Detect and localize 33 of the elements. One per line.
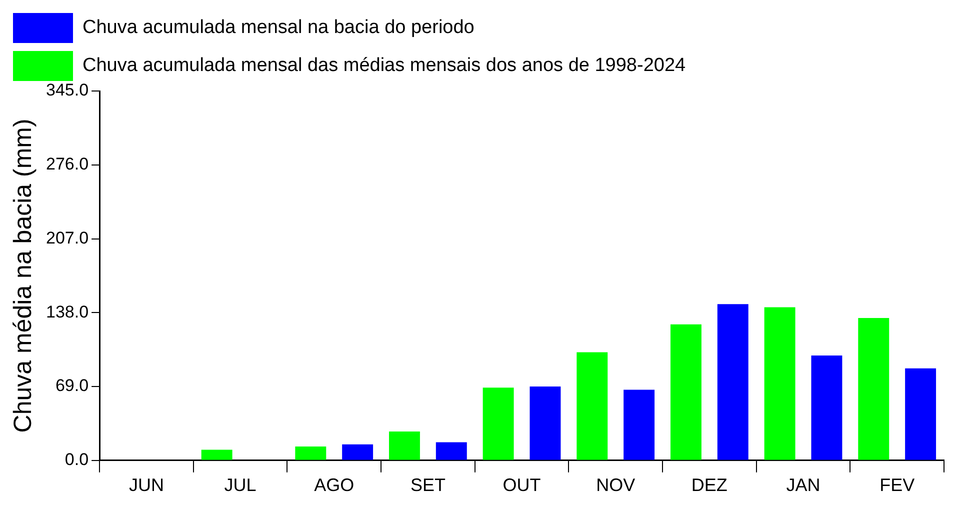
y-tick-label: 276.0 (46, 154, 89, 174)
y-tick-label: 207.0 (46, 228, 89, 248)
bar (201, 450, 232, 460)
bar (811, 355, 842, 460)
bar (905, 368, 936, 460)
bar (858, 318, 890, 460)
bar (482, 388, 514, 460)
x-tick-label: NOV (596, 475, 636, 496)
y-tick-label: 345.0 (46, 80, 89, 100)
bar (295, 446, 326, 460)
y-tick-label: 69.0 (55, 376, 89, 396)
bar (576, 352, 608, 460)
bar (624, 390, 655, 460)
bar (670, 324, 702, 460)
bar (530, 386, 561, 460)
bar (764, 307, 796, 460)
x-tick-label: OUT (502, 475, 541, 496)
y-tick-label: 138.0 (46, 302, 89, 322)
x-tick-label: JUL (224, 475, 256, 496)
legend-label: Chuva acumulada mensal das médias mensais dos anos de 1998-2024 (82, 55, 686, 76)
y-axis-title: Chuva média na bacia (mm) (8, 118, 37, 433)
x-tick-label: DEZ (691, 475, 728, 496)
bar (436, 442, 467, 460)
y-tick-label: 0.0 (64, 450, 89, 470)
x-tick-label: SET (410, 475, 446, 496)
bar (342, 444, 374, 460)
x-tick-label: JAN (786, 475, 820, 496)
bar (717, 304, 748, 460)
x-tick-label: AGO (314, 475, 354, 496)
legend-label: Chuva acumulada mensal na bacia do periodo (82, 17, 474, 38)
bar (389, 431, 420, 460)
x-tick-label: FEV (880, 475, 915, 496)
x-tick-label: JUN (128, 475, 164, 496)
